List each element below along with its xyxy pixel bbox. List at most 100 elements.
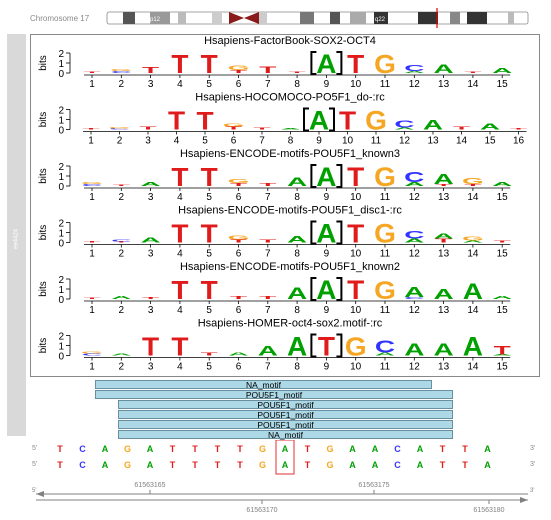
logo-letter: T — [171, 50, 189, 79]
sequence-base: T — [305, 460, 311, 470]
chromosome-ideogram: p12 q12 q22 — [106, 8, 529, 28]
x-tick-label: 11 — [380, 305, 391, 316]
logo-letter: A — [404, 284, 424, 301]
sequence-base: A — [349, 444, 356, 454]
x-tick-label: 8 — [294, 192, 300, 203]
sequence-base: G — [124, 444, 131, 454]
x-tick-label: 8 — [294, 362, 300, 373]
logo-letter: A — [480, 122, 500, 131]
sequence-base: T — [462, 460, 468, 470]
logo-letter: G — [462, 177, 484, 186]
logo-letter: C — [404, 64, 424, 73]
x-tick-label: 1 — [89, 79, 95, 90]
y-tick-label: 1 — [58, 116, 64, 127]
x-tick-label: 8 — [294, 305, 300, 316]
logo-letter: A — [316, 49, 336, 79]
x-tick-label: 10 — [342, 136, 354, 147]
x-tick-label: 2 — [119, 79, 125, 90]
x-tick-label: 9 — [324, 305, 330, 316]
x-tick-label: 15 — [497, 249, 509, 260]
x-tick-label: 1 — [88, 136, 94, 147]
x-tick-label: 5 — [202, 136, 208, 147]
logo-letter: T — [171, 276, 189, 305]
sequence-base: A — [147, 460, 154, 470]
y-axis-label: bits — [38, 55, 49, 71]
logo-letter: T — [83, 241, 100, 243]
seq-3prime-label: 3' — [530, 461, 535, 468]
axis-5prime-label: 5' — [32, 488, 36, 494]
x-tick-label: 6 — [236, 249, 242, 260]
logo-letter: T — [83, 298, 100, 300]
x-tick-label: 12 — [399, 136, 411, 147]
logo-letter: T — [83, 72, 100, 74]
x-tick-label: 2 — [119, 249, 125, 260]
logo-letter: T — [230, 70, 247, 75]
logo-letter: A — [111, 353, 131, 356]
logo-letter: G — [228, 235, 250, 241]
x-tick-label: 14 — [467, 192, 479, 203]
motif-highlight-box — [310, 220, 343, 245]
y-tick-label: 1 — [58, 285, 64, 296]
logo-letter: A — [287, 331, 307, 361]
y-tick-label: 2 — [58, 49, 64, 60]
motif-feature: POU5F1_motif — [118, 400, 453, 409]
sequence-base: T — [237, 444, 243, 454]
logo-letter: T — [464, 184, 481, 187]
logo-letter: A — [316, 275, 336, 305]
y-tick-label: 2 — [58, 332, 64, 343]
y-tick-label: 0 — [58, 295, 64, 306]
logo-letter: G — [374, 277, 396, 305]
x-tick-label: 6 — [236, 192, 242, 203]
y-tick-label: 0 — [58, 352, 64, 363]
x-tick-label: 6 — [231, 136, 237, 147]
x-tick-label: 1 — [89, 249, 95, 260]
motif-highlight-box — [303, 107, 335, 132]
axis-arrow — [520, 497, 528, 503]
sequence-base: C — [394, 444, 401, 454]
x-tick-label: 2 — [119, 305, 125, 316]
logo-letter: T — [82, 128, 99, 130]
x-tick-label: 9 — [316, 136, 322, 147]
motif-title: Hsapiens-ENCODE-motifs-POU5F1_disc1-:rc — [178, 205, 402, 217]
logo-letter: G — [223, 123, 245, 128]
logo-letter: A — [287, 234, 307, 245]
logo-letter: T — [347, 50, 365, 79]
x-tick-label: 3 — [148, 362, 154, 373]
logo-letter: T — [435, 238, 453, 244]
x-tick-label: 11 — [371, 136, 382, 147]
logo-letter: A — [287, 284, 307, 303]
sequence-base: T — [192, 444, 198, 454]
sequence-base: A — [282, 460, 289, 470]
logo-letter: T — [171, 332, 189, 361]
sequence-base: A — [372, 444, 379, 454]
logo-letter: T — [494, 343, 511, 357]
sequence-base: T — [192, 460, 198, 470]
motif-highlight-box — [310, 164, 343, 188]
sequence-base: A — [282, 444, 289, 454]
y-tick-label: 2 — [58, 219, 64, 230]
logo-letter: A — [140, 237, 161, 244]
x-tick-label: 12 — [409, 79, 421, 90]
x-tick-label: 5 — [206, 362, 212, 373]
logo-letter: G — [462, 236, 484, 242]
x-tick-label: 9 — [324, 192, 330, 203]
x-tick-label: 13 — [438, 305, 450, 316]
sequence-track: 5' 3'T C A G A T T T T G A T G A A C A T T A5' 3'T C A G A T T T T G A T… — [32, 440, 535, 475]
logo-letter: T — [142, 332, 160, 361]
sequence-base: A — [147, 444, 154, 454]
logo-letter: A — [280, 128, 300, 130]
x-tick-label: 1 — [89, 305, 95, 316]
axis-tick-label: 61563175 — [358, 482, 389, 489]
x-tick-label: 14 — [467, 249, 479, 260]
x-tick-label: 2 — [117, 136, 123, 147]
x-tick-label: 5 — [206, 192, 212, 203]
logo-letter: A — [492, 354, 512, 356]
motif-logo: Hsapiens-ENCODE-motifs-POU5F1_known3bits… — [38, 148, 513, 203]
x-tick-label: 13 — [438, 79, 450, 90]
x-tick-label: 6 — [236, 79, 242, 90]
logo-letter: A — [404, 340, 424, 360]
sequence-base: T — [237, 460, 243, 470]
y-tick-label: 0 — [58, 182, 64, 193]
